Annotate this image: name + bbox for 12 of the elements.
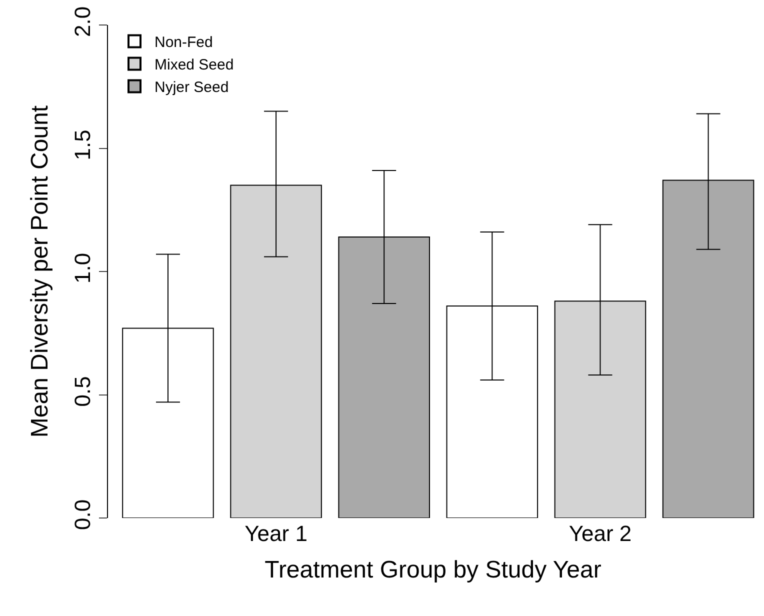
x-tick-label: Year 2: [568, 521, 632, 546]
y-axis-title: Mean Diversity per Point Count: [26, 105, 54, 438]
y-tick-label: 2.0: [70, 6, 96, 37]
x-axis-title: Treatment Group by Study Year: [264, 556, 602, 584]
y-tick-label: 1.0: [70, 252, 96, 284]
legend-label: Mixed Seed: [154, 56, 234, 74]
y-tick-label: 1.5: [70, 130, 96, 160]
legend-label: Non-Fed: [154, 34, 213, 52]
x-tick-label: Year 1: [244, 521, 308, 546]
y-tick-label: 0.0: [70, 499, 96, 530]
y-tick-label: 0.5: [70, 376, 96, 407]
legend-label: Nyjer Seed: [154, 79, 229, 96]
